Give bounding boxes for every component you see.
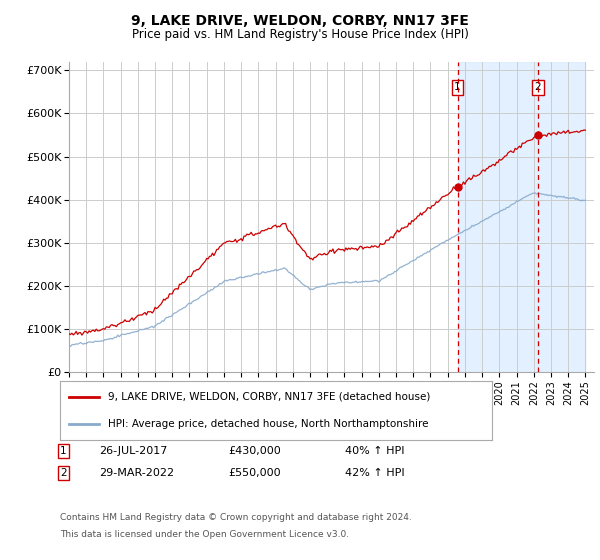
Text: 2: 2 [60,468,67,478]
Text: 1: 1 [454,82,461,92]
Text: 26-JUL-2017: 26-JUL-2017 [99,446,167,456]
Text: This data is licensed under the Open Government Licence v3.0.: This data is licensed under the Open Gov… [60,530,349,539]
Point [533,130,542,139]
Text: 2: 2 [535,82,541,92]
Text: 42% ↑ HPI: 42% ↑ HPI [345,468,404,478]
Text: 29-MAR-2022: 29-MAR-2022 [99,468,174,478]
Text: 40% ↑ HPI: 40% ↑ HPI [345,446,404,456]
Text: 1: 1 [60,446,67,456]
Text: 9, LAKE DRIVE, WELDON, CORBY, NN17 3FE (detached house): 9, LAKE DRIVE, WELDON, CORBY, NN17 3FE (… [107,391,430,402]
Text: £430,000: £430,000 [228,446,281,456]
Point [453,183,463,192]
Text: £550,000: £550,000 [228,468,281,478]
Text: Contains HM Land Registry data © Crown copyright and database right 2024.: Contains HM Land Registry data © Crown c… [60,514,412,522]
Text: 9, LAKE DRIVE, WELDON, CORBY, NN17 3FE: 9, LAKE DRIVE, WELDON, CORBY, NN17 3FE [131,14,469,28]
Text: HPI: Average price, detached house, North Northamptonshire: HPI: Average price, detached house, Nort… [107,419,428,429]
Text: Price paid vs. HM Land Registry's House Price Index (HPI): Price paid vs. HM Land Registry's House … [131,28,469,41]
